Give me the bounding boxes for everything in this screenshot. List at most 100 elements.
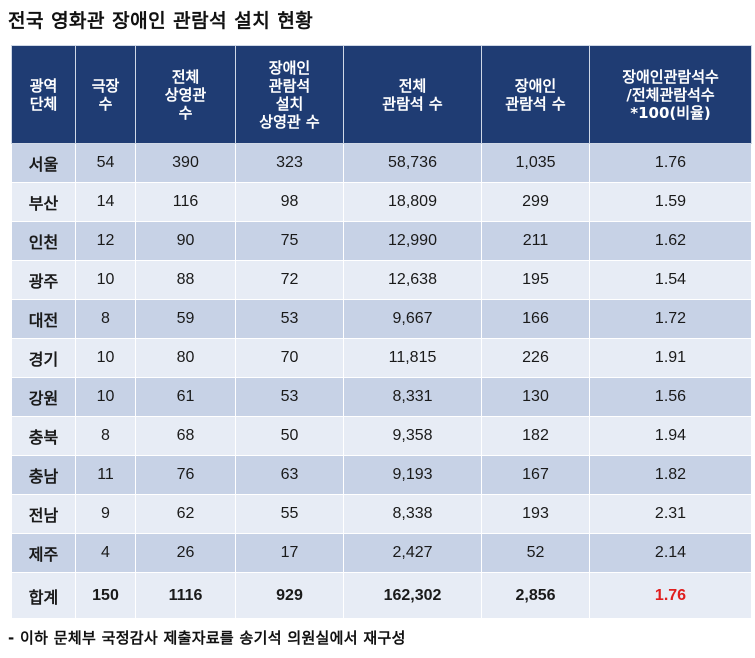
table-row: 충남 11 76 63 9,193 167 1.82 (11, 455, 752, 495)
table-row: 강원 10 61 53 8,331 130 1.56 (11, 377, 752, 417)
total-region: 합계 (11, 572, 76, 619)
table-row: 충북 8 68 50 9,358 182 1.94 (11, 416, 752, 456)
cell-theaters: 8 (75, 299, 136, 339)
cell-theaters: 4 (75, 533, 136, 573)
cell-theaters: 12 (75, 221, 136, 261)
cell-accessible-seats: 1,035 (481, 143, 590, 183)
table-row: 대전 8 59 53 9,667 166 1.72 (11, 299, 752, 339)
total-accessible-screens: 929 (235, 572, 344, 619)
cell-accessible-seats: 193 (481, 494, 590, 534)
cell-total-seats: 12,990 (343, 221, 482, 261)
cell-ratio: 1.54 (589, 260, 752, 300)
cell-accessible-screens: 323 (235, 143, 344, 183)
cell-region: 강원 (11, 377, 76, 417)
table-row: 부산 14 116 98 18,809 299 1.59 (11, 182, 752, 222)
cell-region: 전남 (11, 494, 76, 534)
cell-accessible-screens: 98 (235, 182, 344, 222)
cell-screens: 61 (135, 377, 236, 417)
cell-accessible-screens: 53 (235, 299, 344, 339)
cell-total-seats: 8,331 (343, 377, 482, 417)
table-row: 경기 10 80 70 11,815 226 1.91 (11, 338, 752, 378)
cell-total-seats: 9,667 (343, 299, 482, 339)
table-header-row: 광역 단체 극장 수 전체 상영관 수 장애인 관람석 설치 상영관 수 전체 … (11, 45, 752, 144)
total-total-seats: 162,302 (343, 572, 482, 619)
cell-region: 광주 (11, 260, 76, 300)
cell-region: 충남 (11, 455, 76, 495)
cell-theaters: 8 (75, 416, 136, 456)
cell-accessible-seats: 52 (481, 533, 590, 573)
cell-total-seats: 12,638 (343, 260, 482, 300)
cell-accessible-screens: 72 (235, 260, 344, 300)
total-accessible-seats: 2,856 (481, 572, 590, 619)
cell-screens: 62 (135, 494, 236, 534)
header-region: 광역 단체 (11, 45, 76, 144)
cell-ratio: 1.91 (589, 338, 752, 378)
header-accessible-screens: 장애인 관람석 설치 상영관 수 (235, 45, 344, 144)
cell-total-seats: 11,815 (343, 338, 482, 378)
cell-theaters: 10 (75, 377, 136, 417)
cell-screens: 116 (135, 182, 236, 222)
cell-accessible-screens: 55 (235, 494, 344, 534)
header-screens: 전체 상영관 수 (135, 45, 236, 144)
cell-total-seats: 8,338 (343, 494, 482, 534)
table-total-row: 합계 150 1116 929 162,302 2,856 1.76 (11, 572, 752, 619)
cell-accessible-seats: 182 (481, 416, 590, 456)
header-total-seats: 전체 관람석 수 (343, 45, 482, 144)
cell-accessible-seats: 130 (481, 377, 590, 417)
cell-region: 대전 (11, 299, 76, 339)
cell-ratio: 1.94 (589, 416, 752, 456)
cell-accessible-screens: 17 (235, 533, 344, 573)
cell-ratio: 1.56 (589, 377, 752, 417)
total-screens: 1116 (135, 572, 236, 619)
cell-screens: 76 (135, 455, 236, 495)
cell-accessible-screens: 70 (235, 338, 344, 378)
cell-screens: 80 (135, 338, 236, 378)
cell-accessible-seats: 167 (481, 455, 590, 495)
cell-region: 서울 (11, 143, 76, 183)
cell-theaters: 10 (75, 260, 136, 300)
cell-screens: 68 (135, 416, 236, 456)
cell-accessible-seats: 226 (481, 338, 590, 378)
table-row: 제주 4 26 17 2,427 52 2.14 (11, 533, 752, 573)
cell-total-seats: 9,358 (343, 416, 482, 456)
cell-ratio: 1.59 (589, 182, 752, 222)
cell-theaters: 9 (75, 494, 136, 534)
cell-screens: 390 (135, 143, 236, 183)
table-row: 서울 54 390 323 58,736 1,035 1.76 (11, 143, 752, 183)
cell-total-seats: 9,193 (343, 455, 482, 495)
cell-accessible-seats: 195 (481, 260, 590, 300)
cell-theaters: 54 (75, 143, 136, 183)
data-table-container: 광역 단체 극장 수 전체 상영관 수 장애인 관람석 설치 상영관 수 전체 … (11, 45, 752, 619)
header-theaters: 극장 수 (75, 45, 136, 144)
cell-accessible-seats: 299 (481, 182, 590, 222)
cell-accessible-seats: 166 (481, 299, 590, 339)
page-title: 전국 영화관 장애인 관람석 설치 현황 (8, 10, 314, 32)
footnote: - 이하 문체부 국정감사 제출자료를 송기석 의원실에서 재구성 (8, 629, 406, 647)
cell-region: 인천 (11, 221, 76, 261)
cell-accessible-seats: 211 (481, 221, 590, 261)
cell-accessible-screens: 50 (235, 416, 344, 456)
cell-ratio: 2.31 (589, 494, 752, 534)
cell-screens: 88 (135, 260, 236, 300)
cell-screens: 59 (135, 299, 236, 339)
data-table: 광역 단체 극장 수 전체 상영관 수 장애인 관람석 설치 상영관 수 전체 … (11, 45, 752, 619)
table-row: 인천 12 90 75 12,990 211 1.62 (11, 221, 752, 261)
cell-ratio: 1.76 (589, 143, 752, 183)
header-accessible-seats: 장애인 관람석 수 (481, 45, 590, 144)
cell-screens: 26 (135, 533, 236, 573)
cell-ratio: 1.82 (589, 455, 752, 495)
cell-ratio: 1.62 (589, 221, 752, 261)
cell-region: 부산 (11, 182, 76, 222)
cell-ratio: 2.14 (589, 533, 752, 573)
table-row: 광주 10 88 72 12,638 195 1.54 (11, 260, 752, 300)
cell-accessible-screens: 63 (235, 455, 344, 495)
header-ratio: 장애인관람석수 /전체관람석수 *100(비율) (589, 45, 752, 144)
cell-region: 충북 (11, 416, 76, 456)
cell-accessible-screens: 53 (235, 377, 344, 417)
cell-theaters: 14 (75, 182, 136, 222)
cell-total-seats: 58,736 (343, 143, 482, 183)
cell-total-seats: 18,809 (343, 182, 482, 222)
total-ratio: 1.76 (589, 572, 752, 619)
cell-region: 제주 (11, 533, 76, 573)
cell-screens: 90 (135, 221, 236, 261)
